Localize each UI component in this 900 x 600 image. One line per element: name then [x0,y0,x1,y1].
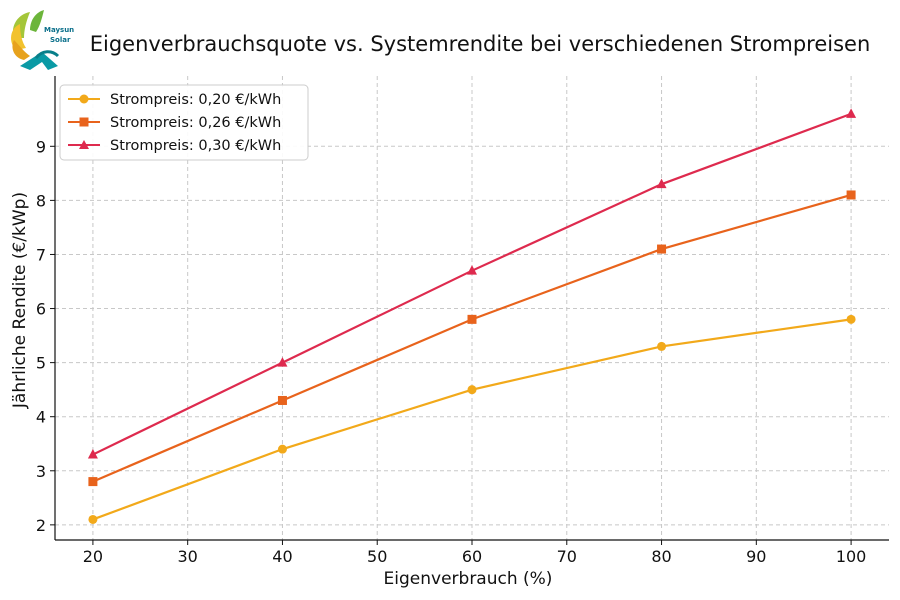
data-point [657,244,667,254]
data-point [277,357,288,367]
legend-marker-020 [79,94,89,104]
grid [55,76,889,540]
y-tick-label: 2 [36,516,46,535]
x-axis-label: Eigenverbrauch (%) [384,569,553,589]
series-group [87,108,857,524]
data-point [277,444,287,454]
y-tick-label: 4 [36,408,46,427]
legend: Strompreis: 0,20 €/kWh Strompreis: 0,26 … [59,84,309,161]
x-tick-label: 60 [462,547,482,566]
data-point [277,395,287,405]
y-tick-label: 9 [36,137,46,156]
x-tick-label: 50 [367,547,387,566]
data-point [467,385,477,395]
legend-item-020: Strompreis: 0,20 €/kWh [68,92,281,108]
legend-item-026: Strompreis: 0,26 €/kWh [68,115,281,131]
chart-title: Eigenverbrauchsquote vs. Systemrendite b… [90,32,871,56]
x-tick-label: 80 [651,547,671,566]
y-axis-label: Jährliche Rendite (€/kWp) [10,192,30,409]
logo-text-line1: Maysun [44,26,74,34]
legend-item-030: Strompreis: 0,30 €/kWh [68,138,281,154]
series-1 [88,190,856,487]
y-tick-label: 6 [36,300,46,319]
x-tick-label: 20 [83,547,103,566]
legend-text-026: Strompreis: 0,26 €/kWh [110,115,281,131]
data-point [657,341,667,351]
y-tick-label: 3 [36,462,46,481]
data-point [88,514,98,524]
legend-marker-026 [79,117,89,127]
y-tick-label: 7 [36,245,46,264]
data-point [467,265,477,275]
data-point [467,314,477,324]
y-ticks: 2 3 4 5 6 7 8 9 [36,137,55,535]
data-point [656,178,667,189]
data-point [87,449,98,459]
x-tick-label: 90 [746,547,766,566]
data-point [846,190,856,200]
logo: Maysun Solar [11,10,74,70]
x-tick-label: 40 [272,547,292,566]
data-point [846,108,857,118]
y-tick-label: 5 [36,354,46,373]
legend-text-030: Strompreis: 0,30 €/kWh [110,138,281,154]
series-line [92,112,852,456]
y-tick-label: 8 [36,191,46,210]
series-0 [88,314,856,524]
x-ticks: 20 30 40 50 60 70 80 90 100 [83,540,867,566]
data-point [846,314,856,324]
data-point [88,477,98,487]
sunflower-icon [11,10,60,70]
x-tick-label: 70 [557,547,577,566]
legend-marker-030 [79,140,89,149]
series-2 [87,108,857,459]
logo-text-line2: Solar [50,36,71,44]
legend-text-020: Strompreis: 0,20 €/kWh [110,92,281,108]
x-tick-label: 100 [836,547,867,566]
legend-box [59,84,309,161]
x-tick-label: 30 [178,547,198,566]
